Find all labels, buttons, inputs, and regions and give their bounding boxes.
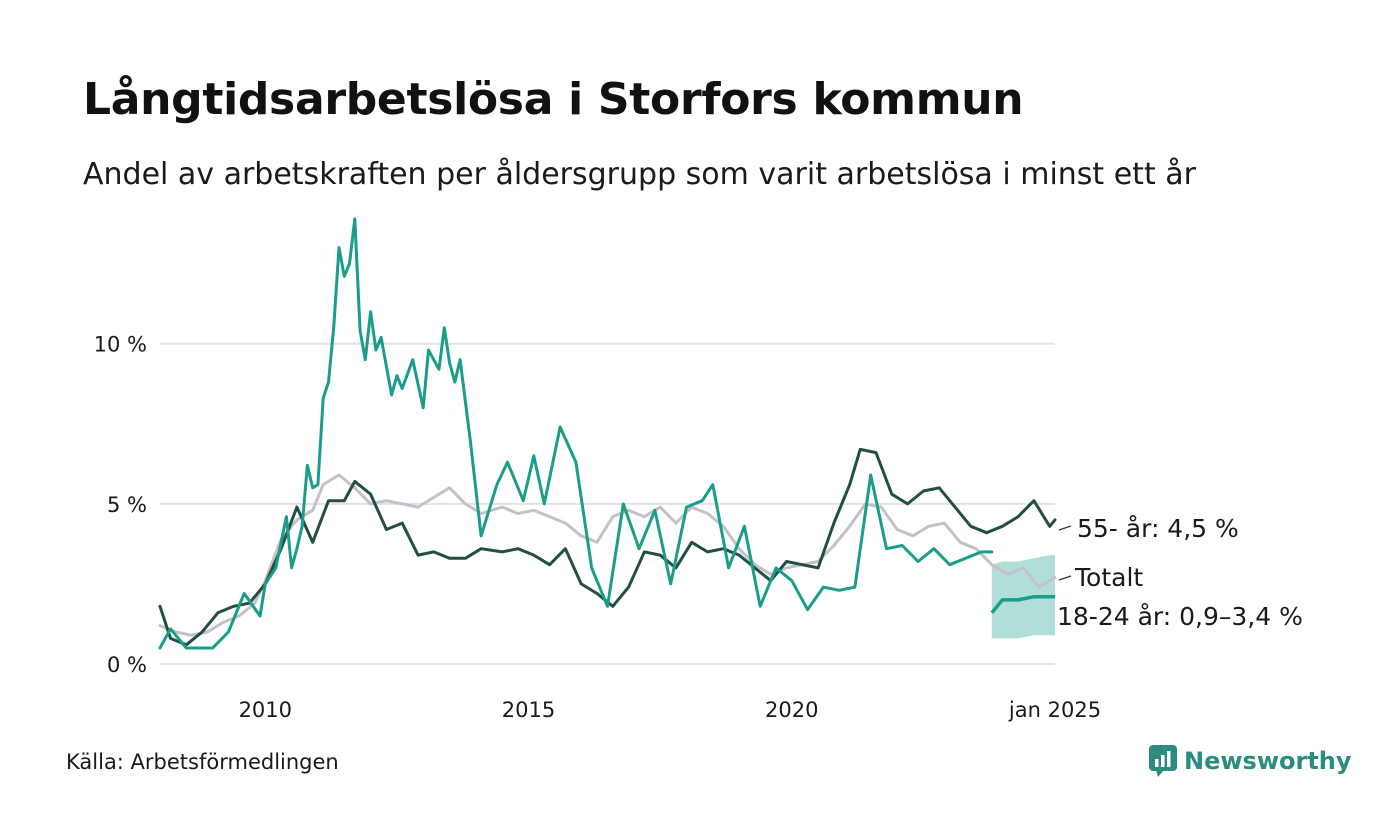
label-leader-senior bbox=[1058, 525, 1072, 531]
y-tick-label: 0 % bbox=[107, 653, 147, 677]
label-leader-total bbox=[1058, 575, 1072, 581]
series-label-total: Totalt bbox=[1074, 563, 1143, 592]
forecast-line-youth bbox=[990, 594, 1055, 614]
series-line-youth bbox=[158, 217, 994, 650]
y-tick-label: 10 % bbox=[94, 333, 147, 357]
y-tick-label: 5 % bbox=[107, 493, 147, 517]
x-tick-label: 2010 bbox=[239, 698, 292, 722]
source-note: Källa: Arbetsförmedlingen bbox=[66, 750, 339, 774]
series-label-youth: 18-24 år: 0,9–3,4 % bbox=[1057, 602, 1303, 631]
chart-title: Långtidsarbetslösa i Storfors kommun bbox=[83, 74, 1024, 125]
x-tick-label: jan 2025 bbox=[1008, 698, 1101, 722]
grid-layer: 0 % 5 % 10 % 2010 2015 2020 jan 2025 bbox=[94, 333, 1101, 722]
series-line-total bbox=[158, 473, 1057, 637]
series-line-senior bbox=[158, 447, 1057, 647]
bar-chart-icon bbox=[1149, 745, 1177, 777]
brand-name: Newsworthy bbox=[1184, 747, 1352, 775]
x-tick-label: 2020 bbox=[765, 698, 818, 722]
label-layer: 55- år: 4,5 % Totalt 18-24 år: 0,9–3,4 % bbox=[1057, 514, 1303, 631]
chart-subtitle: Andel av arbetskraften per åldersgrupp s… bbox=[83, 157, 1196, 192]
series-label-senior: 55- år: 4,5 % bbox=[1077, 514, 1239, 543]
series-layer bbox=[158, 217, 1057, 650]
forecast-band bbox=[991, 555, 1055, 639]
forecast-layer bbox=[991, 555, 1055, 639]
brand-logo: Newsworthy bbox=[1148, 744, 1352, 778]
x-tick-label: 2015 bbox=[502, 698, 555, 722]
